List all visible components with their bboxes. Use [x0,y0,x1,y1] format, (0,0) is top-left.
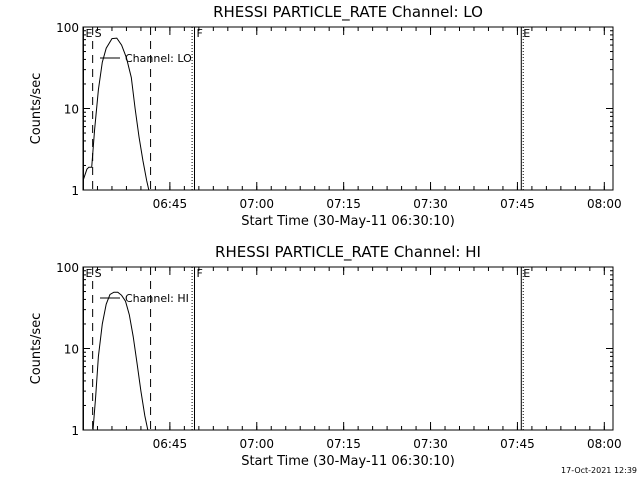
x-tick-label: 07:15 [326,437,361,451]
x-tick-label: 06:45 [153,437,188,451]
y-tick-label: 10 [64,103,79,117]
x-tick-label: 08:00 [587,437,622,451]
y-axis-label: Counts/sec [29,313,44,385]
x-tick-label: 07:45 [500,197,535,211]
marker-label: E [523,267,530,280]
marker-label: E [85,267,92,280]
x-tick-label: 07:30 [413,197,448,211]
chart-title: RHESSI PARTICLE_RATE Channel: HI [215,243,481,262]
y-tick-label: 1 [71,184,79,198]
legend-label: Channel: LO [125,52,192,65]
y-tick-label: 10 [64,343,79,357]
data-series-line [92,291,149,430]
y-tick-label: 100 [56,21,79,35]
x-tick-label: 06:45 [153,197,188,211]
marker-label: F [197,267,203,280]
x-tick-label: 07:30 [413,437,448,451]
legend-label: Channel: HI [125,292,189,305]
marker-label: S [95,27,102,40]
marker-label: S [95,267,102,280]
x-axis-label: Start Time (30-May-11 06:30:10) [241,454,455,469]
y-tick-label: 100 [56,261,79,275]
x-tick-label: 08:00 [587,197,622,211]
chart-panel-2: RHESSI PARTICLE_RATE Channel: HI 1 10 100 06… [29,243,622,469]
x-tick-label: 07:45 [500,437,535,451]
chart-panel-1: RHESSI PARTICLE_RATE Channel: LO 1 10 100 06… [29,3,622,229]
x-tick-label: 07:00 [239,197,274,211]
y-tick-label: 1 [71,424,79,438]
footer-timestamp: 17-Oct-2021 12:39 [561,466,637,475]
x-tick-label: 07:00 [239,437,274,451]
x-tick-label: 07:15 [326,197,361,211]
marker-label: F [197,27,203,40]
chart-title: RHESSI PARTICLE_RATE Channel: LO [213,3,483,22]
marker-label: E [85,27,92,40]
y-axis-label: Counts/sec [29,73,44,145]
marker-label: E [523,27,530,40]
data-series-line [83,37,150,190]
x-axis-label: Start Time (30-May-11 06:30:10) [241,214,455,229]
